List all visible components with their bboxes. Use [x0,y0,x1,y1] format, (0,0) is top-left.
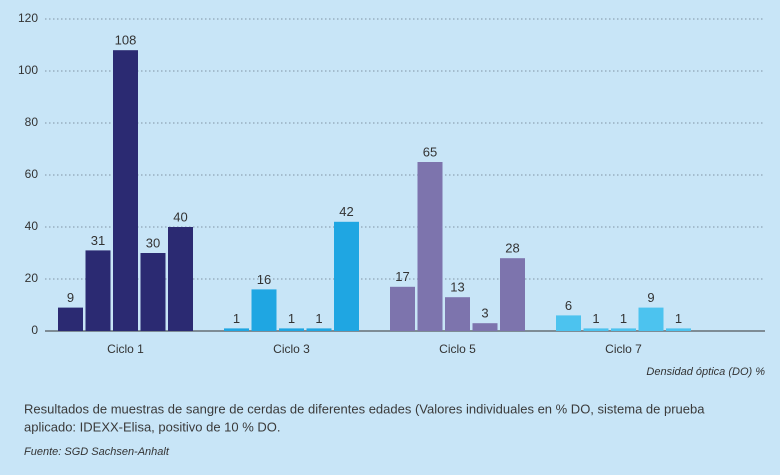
bar [417,162,443,331]
value-label: 40 [173,209,187,224]
source: Fuente: SGD Sachsen-Anhalt [24,446,170,458]
bar [85,250,111,331]
value-label: 1 [675,311,682,326]
bar [638,307,664,331]
x-tick-label: Ciclo 5 [439,342,476,356]
value-label: 65 [423,144,437,159]
value-label: 17 [395,269,409,284]
y-tick-label: 20 [25,271,39,285]
value-label: 16 [257,272,271,287]
value-label: 1 [592,311,599,326]
y-tick-label: 100 [18,63,38,77]
bar [168,227,193,331]
y-tick-label: 40 [25,219,39,233]
bar [390,286,415,331]
y-tick-label: 60 [25,167,39,181]
value-label: 3 [481,306,488,321]
bar [306,328,332,331]
value-label: 1 [288,311,295,326]
y-tick-label: 0 [31,323,38,337]
bar [113,50,138,331]
axis-label: Densidad óptica (DO) % [646,366,765,378]
bar [556,315,581,331]
bar [140,253,166,331]
y-tick-label: 80 [25,115,39,129]
value-label: 1 [620,311,627,326]
value-label: 42 [339,204,353,219]
caption-line: aplicado: IDEXX-Elisa, positivo de 10 % … [24,419,281,434]
bar [611,328,636,331]
value-label: 28 [505,241,519,256]
bar [666,328,691,331]
x-tick-label: Ciclo 7 [605,342,642,356]
value-label: 1 [315,311,322,326]
value-label: 9 [647,290,654,305]
bar [251,289,277,331]
value-label: 30 [146,235,160,250]
value-label: 13 [450,280,464,295]
bar [500,258,525,331]
value-label: 6 [565,298,572,313]
bar [224,328,249,331]
bar [279,328,304,331]
bar [445,297,470,331]
bar [583,328,609,331]
value-label: 9 [67,290,74,305]
bar [334,221,359,331]
value-label: 1 [233,311,240,326]
value-label: 108 [115,33,137,48]
caption-line: Resultados de muestras de sangre de cerd… [24,401,705,416]
x-tick-label: Ciclo 3 [273,342,310,356]
bar [472,323,498,331]
bar [58,307,83,331]
value-label: 31 [91,233,105,248]
y-tick-label: 120 [18,11,38,25]
x-tick-label: Ciclo 1 [107,342,144,356]
